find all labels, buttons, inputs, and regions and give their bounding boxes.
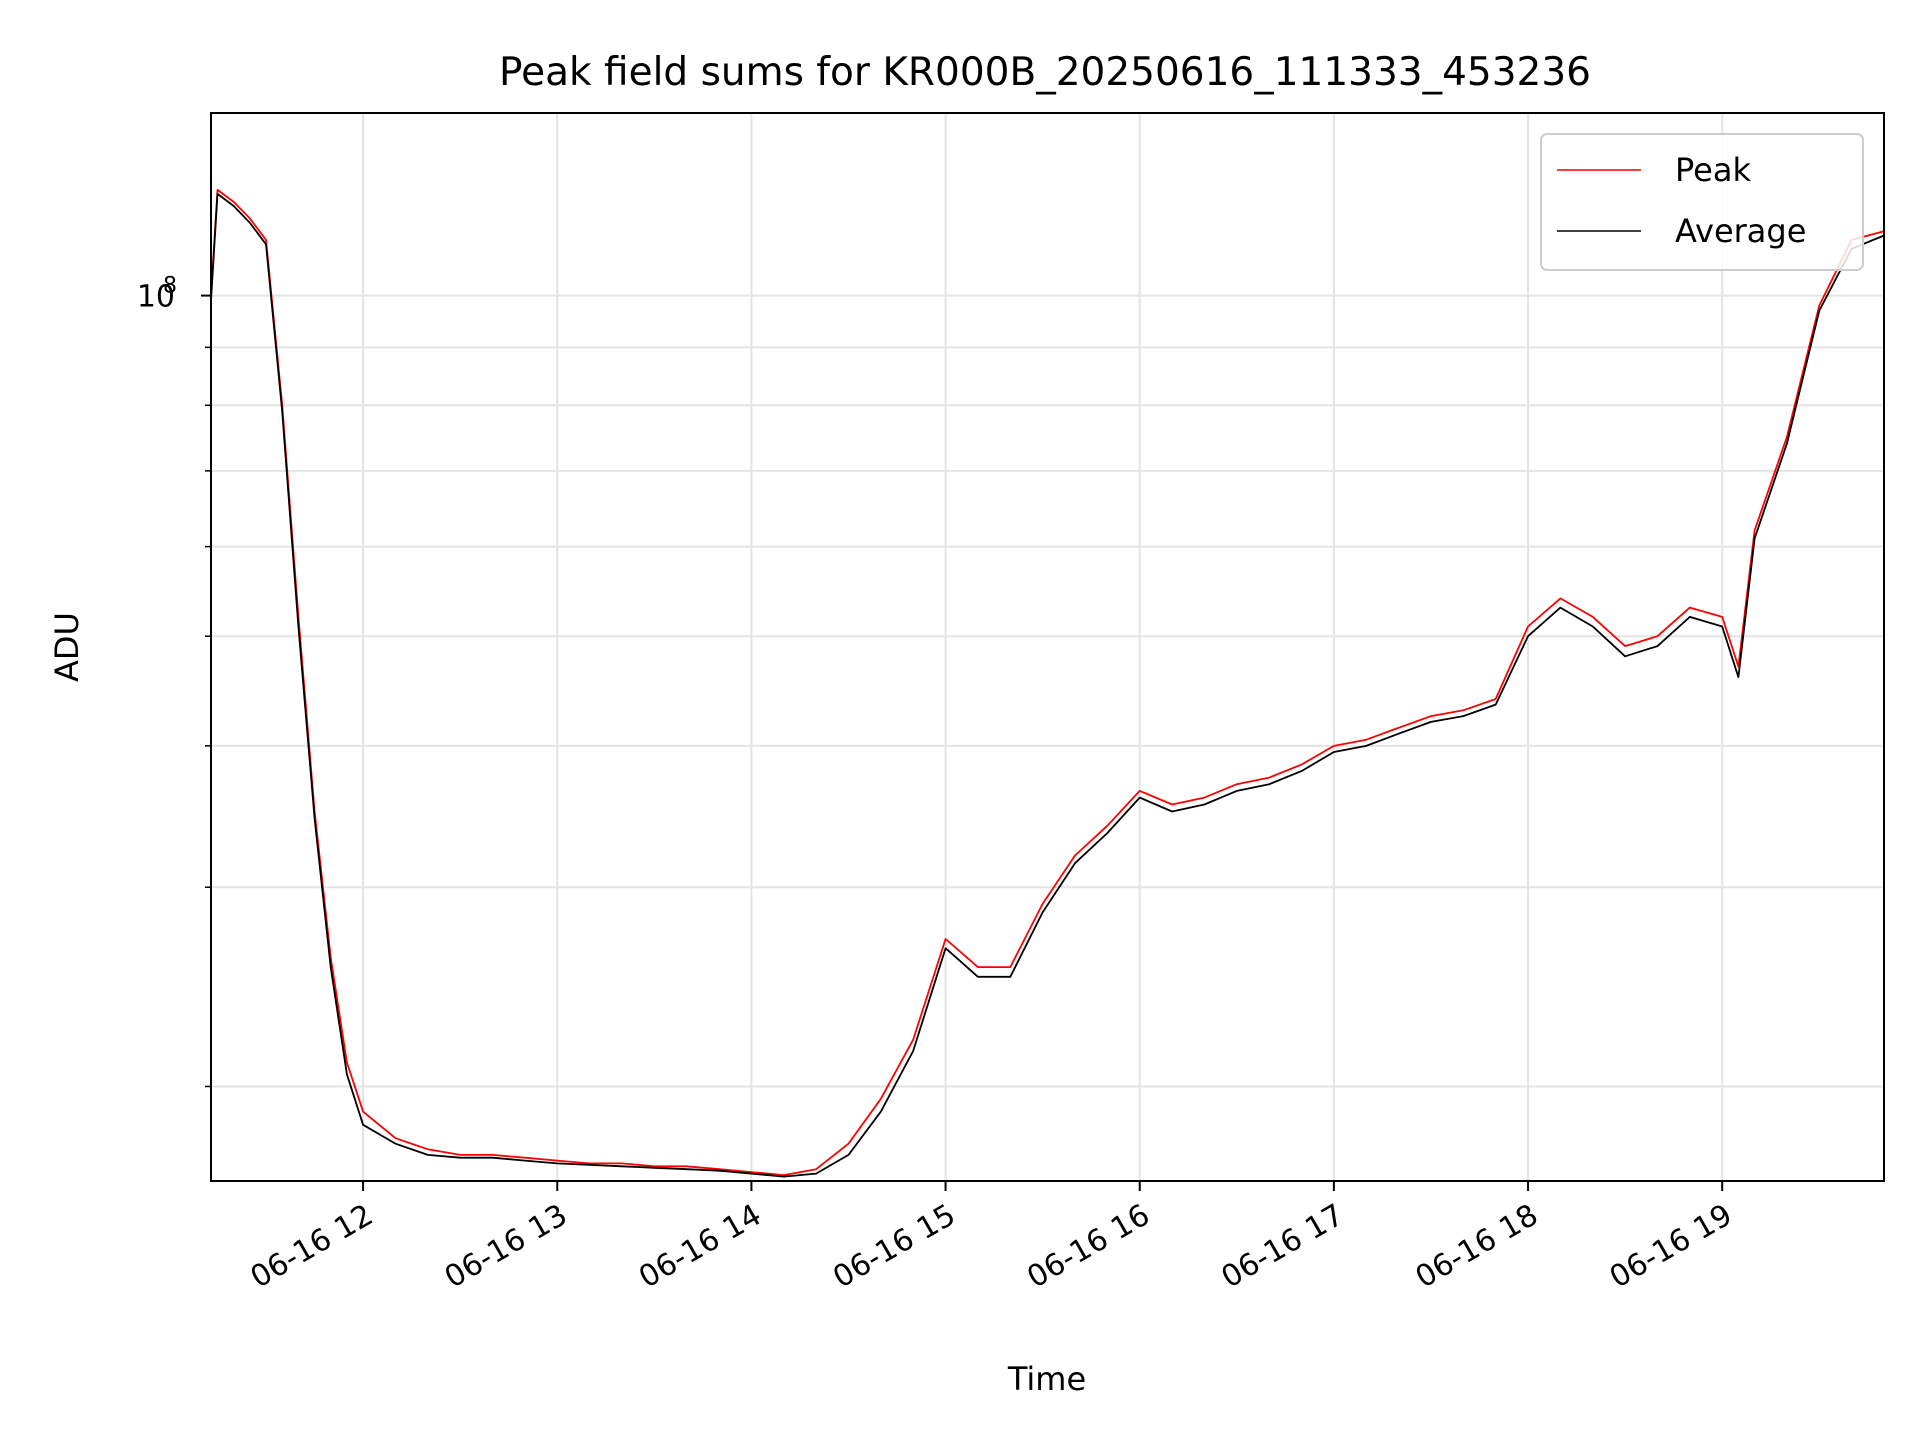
y-axis-ticks: 108 (137, 274, 211, 1088)
legend-average-label: Average (1675, 212, 1806, 250)
legend: Peak Average (1540, 133, 1864, 271)
legend-peak-label: Peak (1675, 151, 1751, 189)
y-tick-label-exponent: 8 (163, 274, 177, 299)
legend-box (1540, 133, 1864, 271)
series-line-peak (210, 188, 1885, 1176)
y-tick-label-base: 10 (137, 280, 175, 315)
grid (211, 113, 1884, 1181)
y-axis-label: ADU (48, 612, 86, 682)
x-axis-label: Time (1007, 1360, 1086, 1398)
series-line-average (210, 192, 1885, 1178)
y-tick-label: 10 (137, 280, 175, 315)
chart-title: Peak field sums for KR000B_20250616_1113… (499, 50, 1591, 95)
plot-frame (210, 112, 1885, 1182)
series-layer (210, 188, 1885, 1178)
